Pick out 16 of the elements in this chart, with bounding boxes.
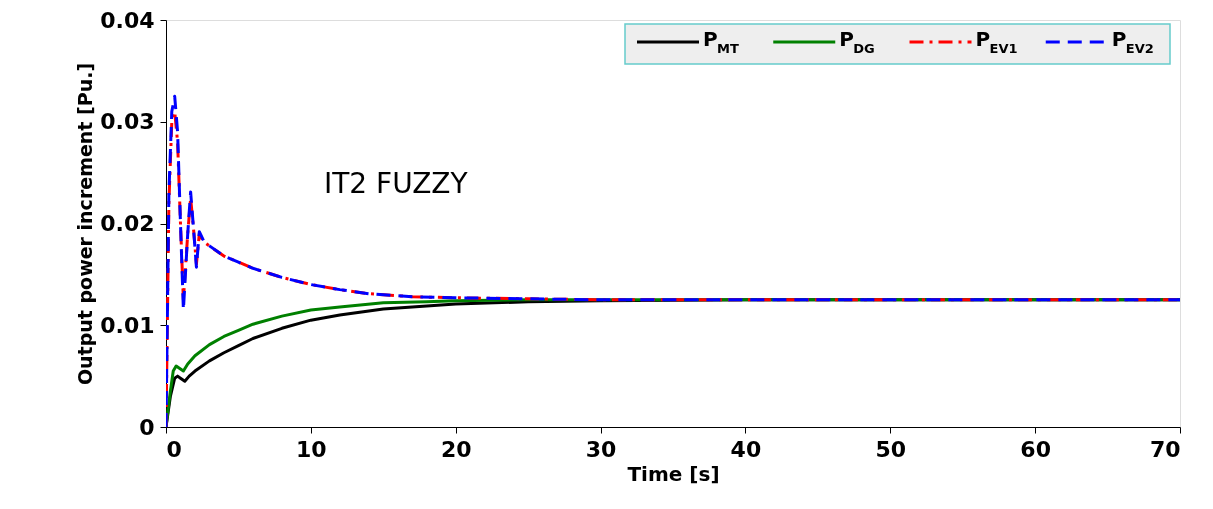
y-tick-label: 0.01	[100, 312, 155, 338]
y-axis-title: Output power increment [Pu.]	[74, 62, 97, 386]
x-tick-label: 10	[296, 436, 327, 462]
x-tick-label: 30	[585, 436, 617, 462]
x-tick-label: 20	[440, 436, 472, 462]
annotation: IT2 FUZZY	[324, 167, 469, 200]
y-tick-label: 0.02	[100, 211, 155, 236]
x-tick-label: 40	[730, 436, 762, 462]
x-tick-label: 50	[875, 436, 907, 462]
y-tick-label: 0.03	[100, 109, 155, 135]
y-tick-label: 0	[139, 414, 155, 440]
x-tick-label: 60	[1020, 436, 1051, 462]
x-tick-label: 0	[166, 436, 182, 462]
y-tick-label: 0.04	[100, 7, 155, 33]
x-tick-label: 70	[1149, 436, 1181, 462]
x-axis-title: Time [s]	[627, 461, 720, 486]
